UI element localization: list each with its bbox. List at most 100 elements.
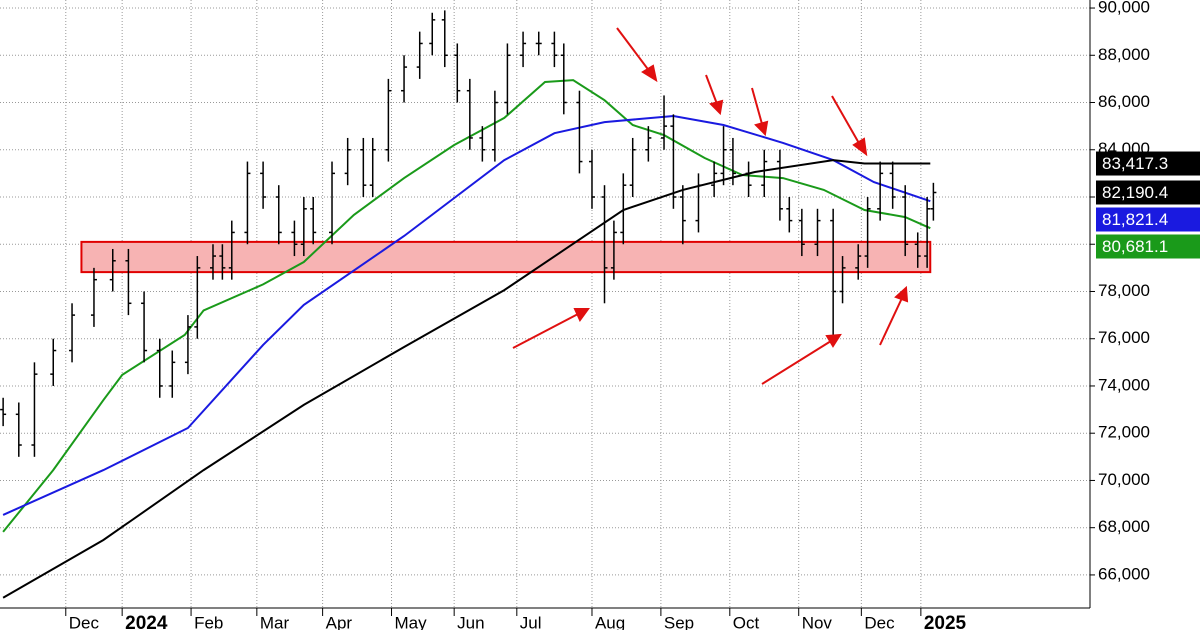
x-tick-label: Dec: [69, 613, 100, 630]
x-tick-label: Jun: [457, 613, 484, 630]
ohlc-bar: [300, 196, 307, 257]
ohlc-bar: [329, 161, 336, 245]
ohlc-bar: [855, 244, 862, 280]
price-label-box: [1096, 151, 1200, 176]
annotation-arrows: [512, 27, 909, 385]
ohlc-bar: [184, 315, 191, 375]
ohlc-bar: [914, 232, 921, 268]
arrow-head: [825, 333, 842, 348]
ohlc-bar: [0, 397, 7, 427]
ohlc-bar: [729, 137, 736, 186]
moving-average: [2, 159, 931, 599]
ohlc-bar: [15, 402, 22, 457]
ohlc-bar: [156, 338, 163, 398]
ohlc-bar: [679, 185, 686, 245]
ohlc-bar: [720, 126, 727, 186]
x-tick-label: 2025: [924, 613, 967, 630]
ohlc-bar: [416, 31, 423, 79]
y-tick-label: 72,000: [1098, 423, 1150, 442]
ohlc-bar: [761, 149, 768, 197]
y-tick-label: 76,000: [1098, 328, 1150, 347]
price-label: 81,821.4: [1102, 210, 1168, 229]
ohlc-bar: [291, 220, 298, 257]
ohlc-bar: [629, 137, 636, 197]
ohlc-bar: [244, 161, 251, 245]
ohlc-bar: [385, 78, 392, 162]
y-tick-label: 88,000: [1098, 45, 1150, 64]
ohlc-bar: [601, 185, 608, 304]
price-label: 80,681.1: [1102, 237, 1168, 256]
ohlc-bar: [90, 267, 97, 327]
ohlc-bar: [902, 185, 909, 257]
ohlc-bar: [551, 31, 558, 68]
arrow: [751, 87, 763, 125]
y-tick-label: 66,000: [1098, 564, 1150, 583]
price-label: 82,190.4: [1102, 183, 1168, 202]
ohlc-bar: [260, 161, 267, 209]
price-label-box: [1096, 207, 1200, 232]
ohlc-bar: [535, 31, 542, 56]
ohlc-bar: [610, 220, 617, 280]
ohlc-bar: [520, 31, 527, 68]
ohlc-bar: [401, 55, 408, 103]
ohlc-bar: [344, 137, 351, 186]
ohlc-bar: [889, 161, 896, 209]
arrow-head: [852, 137, 868, 157]
ohlc-bar: [864, 196, 871, 268]
ohlc-bar: [661, 95, 668, 150]
y-tick-label: 90,000: [1098, 0, 1150, 17]
ohlc-bar: [670, 114, 677, 209]
ohlc-bar: [275, 185, 282, 245]
x-tick-label: Nov: [802, 613, 833, 630]
y-tick-label: 78,000: [1098, 281, 1150, 300]
ohlc-bar: [491, 90, 498, 162]
x-tick-label: 2024: [125, 613, 168, 630]
ohlc-bar: [924, 196, 931, 268]
arrow-head: [641, 64, 658, 83]
x-tick-label: May: [395, 613, 428, 630]
arrow: [512, 313, 579, 349]
price-label-box: [1096, 180, 1200, 205]
ohlc-bar: [830, 208, 837, 339]
ohlc-bar: [209, 244, 216, 280]
ohlc-bar: [479, 126, 486, 162]
price-label: 83,417.3: [1102, 154, 1168, 173]
ohlc-bar: [711, 161, 718, 197]
moving-average: [2, 79, 931, 533]
x-tick-label: Dec: [864, 613, 895, 630]
arrow: [831, 95, 861, 146]
arrow: [616, 27, 651, 73]
ohlc-bar: [141, 291, 148, 363]
x-tick-label: Apr: [326, 613, 353, 630]
ohlc-bar: [109, 248, 116, 292]
arrow-head: [573, 308, 590, 322]
price-label-box: [1096, 234, 1200, 259]
arrow: [879, 297, 903, 346]
arrow-head: [894, 285, 909, 303]
arrow-head: [754, 120, 769, 137]
ohlc-bar: [169, 350, 176, 398]
ohlc-bar: [930, 182, 937, 221]
x-tick-label: Mar: [260, 613, 290, 630]
support-zone: [80, 240, 932, 274]
ohlc-bar: [786, 196, 793, 233]
x-tick-label: Aug: [595, 613, 625, 630]
ohlc-bar: [645, 126, 652, 162]
ohlc-bar: [50, 338, 57, 386]
ohlc-bar: [228, 220, 235, 280]
ohlc-bar: [620, 173, 627, 245]
ohlc-bar: [429, 12, 436, 56]
ohlc-bar: [839, 256, 846, 304]
x-tick-label: Sep: [664, 613, 694, 630]
arrow: [761, 340, 832, 385]
ohlc-bar: [125, 248, 132, 316]
ohlc-bar: [776, 149, 783, 221]
y-tick-label: 74,000: [1098, 375, 1150, 394]
y-tick-label: 86,000: [1098, 92, 1150, 111]
ohlc-bar: [369, 137, 376, 197]
ohlc-bar: [588, 149, 595, 209]
ohlc-bar: [560, 43, 567, 115]
ohlc-bar: [441, 10, 448, 68]
ohlc-bar: [466, 78, 473, 150]
